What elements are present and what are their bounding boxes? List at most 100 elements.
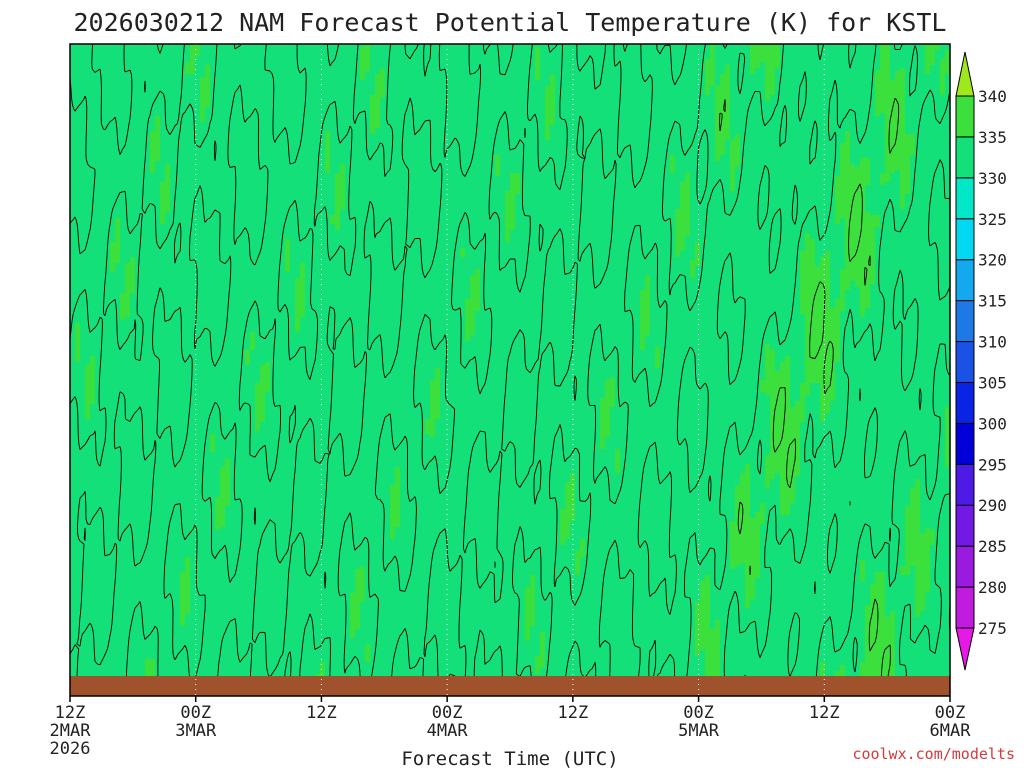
- contour-fill-cell: [845, 137, 851, 141]
- contour-fill-cell: [560, 512, 576, 516]
- contour-fill-cell: [335, 209, 341, 213]
- contour-fill-cell: [760, 563, 861, 567]
- contour-fill-cell: [905, 92, 941, 96]
- contour-fill-cell: [160, 137, 326, 141]
- contour-fill-cell: [575, 554, 586, 558]
- contour-fill-cell: [600, 398, 616, 402]
- contour-fill-cell: [745, 569, 761, 573]
- contour-fill-cell: [70, 548, 581, 552]
- contour-fill-cell: [705, 668, 721, 672]
- contour-fill-cell: [645, 284, 651, 288]
- contour-fill-cell: [695, 245, 701, 249]
- contour-fill-cell: [160, 197, 171, 201]
- contour-fill-cell: [480, 299, 641, 303]
- contour-fill-cell: [730, 149, 741, 153]
- contour-fill-cell: [690, 227, 846, 231]
- contour-fill-cell: [510, 179, 521, 183]
- contour-fill-cell: [330, 158, 496, 162]
- contour-fill-cell: [715, 143, 726, 147]
- contour-fill-cell: [765, 80, 776, 84]
- contour-fill-cell: [640, 338, 646, 342]
- contour-fill-cell: [70, 242, 111, 246]
- contour-fill-cell: [730, 74, 766, 78]
- contour-fill-cell: [875, 107, 906, 111]
- contour-fill-cell: [435, 431, 601, 435]
- contour-fill-cell: [675, 170, 731, 174]
- contour-fill-cell: [370, 65, 536, 69]
- contour-fill-cell: [695, 644, 721, 648]
- contour-fill-cell: [480, 302, 641, 306]
- contour-fill-cell: [690, 215, 836, 219]
- contour-fill-cell: [620, 467, 746, 471]
- contour-fill-cell: [775, 92, 876, 96]
- contour-fill-cell: [575, 497, 736, 501]
- contour-fill-cell: [70, 527, 216, 531]
- contour-fill-cell: [675, 236, 686, 240]
- contour-fill-cell: [205, 119, 371, 123]
- contour-fill-cell: [905, 536, 936, 540]
- contour-fill-cell: [70, 398, 86, 402]
- contour-fill-cell: [535, 587, 701, 591]
- contour-fill-cell: [70, 53, 191, 57]
- contour-fill-cell: [70, 500, 216, 504]
- contour-fill-cell: [340, 227, 506, 231]
- contour-fill-cell: [160, 128, 371, 132]
- contour-fill-cell: [770, 95, 876, 99]
- contour-fill-cell: [70, 485, 221, 489]
- contour-fill-cell: [705, 71, 716, 75]
- contour-fill-cell: [945, 50, 950, 54]
- contour-fill-cell: [645, 275, 651, 279]
- contour-fill-cell: [250, 338, 256, 342]
- contour-fill-cell: [735, 488, 751, 492]
- contour-fill-cell: [640, 335, 646, 339]
- contour-fill-cell: [870, 164, 886, 168]
- contour-fill-cell: [840, 665, 846, 669]
- contour-fill-cell: [690, 221, 836, 225]
- contour-fill-cell: [400, 467, 616, 471]
- contour-fill-cell: [700, 593, 711, 597]
- contour-fill-cell: [70, 476, 221, 480]
- contour-fill-cell: [265, 413, 431, 417]
- contour-fill-cell: [295, 314, 306, 318]
- contour-fill-cell: [875, 227, 950, 231]
- contour-fill-cell: [70, 503, 216, 507]
- contour-fill-cell: [285, 248, 291, 252]
- contour-fill-cell: [840, 146, 851, 150]
- contour-fill-cell: [870, 179, 881, 183]
- contour-fill-cell: [120, 308, 131, 312]
- contour-fill-cell: [495, 155, 501, 159]
- contour-fill-cell: [355, 590, 366, 594]
- contour-fill-cell: [400, 503, 566, 507]
- contour-fill-cell: [540, 59, 706, 63]
- contour-fill-cell: [705, 77, 716, 81]
- contour-fill-cell: [880, 113, 886, 117]
- contour-fill-cell: [800, 311, 841, 315]
- contour-fill-cell: [70, 134, 151, 138]
- contour-fill-cell: [915, 149, 950, 153]
- contour-fill-cell: [850, 143, 886, 147]
- contour-fill-cell: [865, 197, 901, 201]
- contour-fill-cell: [610, 434, 771, 438]
- contour-fill-cell: [765, 68, 776, 72]
- contour-fill-cell: [210, 443, 216, 447]
- contour-fill-cell: [130, 299, 296, 303]
- contour-fill-cell: [255, 416, 266, 420]
- contour-fill-cell: [860, 572, 866, 576]
- contour-fill-cell: [110, 266, 116, 270]
- contour-fill-cell: [560, 527, 571, 531]
- contour-fill-cell: [510, 185, 521, 189]
- contour-fill-cell: [730, 71, 751, 75]
- contour-fill-cell: [190, 611, 351, 615]
- contour-fill-cell: [840, 143, 851, 147]
- contour-fill-cell: [475, 326, 641, 330]
- contour-fill-cell: [400, 488, 566, 492]
- contour-fill-cell: [800, 263, 816, 267]
- contour-fill-cell: [710, 599, 746, 603]
- contour-fill-cell: [905, 68, 926, 72]
- contour-fill-cell: [190, 575, 356, 579]
- contour-fill-cell: [185, 614, 351, 618]
- contour-fill-cell: [705, 653, 721, 657]
- contour-fill-cell: [890, 47, 926, 51]
- contour-fill-cell: [690, 203, 836, 207]
- contour-fill-cell: [885, 122, 906, 126]
